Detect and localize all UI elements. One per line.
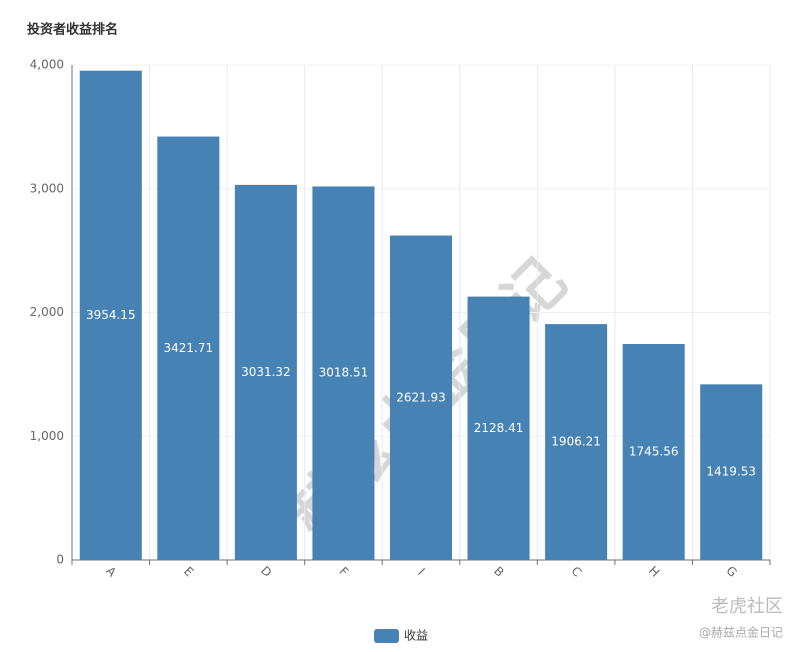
x-tick-label: C [569,564,585,580]
data-label: 1745.56 [629,444,679,458]
bar [234,184,297,560]
bar [545,324,608,560]
x-tick-label: B [491,564,507,580]
footer-brand: 老虎社区 [711,596,783,617]
bar [157,136,220,560]
y-tick-label: 2,000 [30,305,64,319]
data-label: 1419.53 [706,465,756,479]
x-tick-label: F [336,564,351,579]
x-tick-label: G [723,563,739,579]
bar [389,235,453,560]
footer-author: @赫兹点金日记 [699,625,783,640]
legend-swatch [374,629,399,643]
data-label: 3031.32 [241,365,291,379]
y-tick-label: 4,000 [30,58,64,72]
bar [467,296,530,560]
data-label: 3421.71 [164,341,214,355]
bar [79,70,142,560]
data-label: 2128.41 [474,421,524,435]
bar [622,343,685,560]
bar [700,384,763,560]
x-tick-label: D [258,563,274,579]
x-tick-label: E [181,564,196,579]
y-tick-label: 3,000 [30,181,64,195]
data-label: 3018.51 [319,366,369,380]
data-label: 2621.93 [396,390,446,404]
x-tick-label: H [646,564,662,580]
data-label: 1906.21 [551,435,601,449]
bar [312,186,375,560]
y-tick-label: 1,000 [30,429,64,443]
x-tick-label: A [103,564,119,580]
y-tick-label: 0 [56,553,64,567]
x-tick-label: I [415,565,427,577]
data-label: 3954.15 [86,308,136,322]
legend-label: 收益 [404,629,428,643]
chart-title: 投资者收益排名 [27,22,118,38]
